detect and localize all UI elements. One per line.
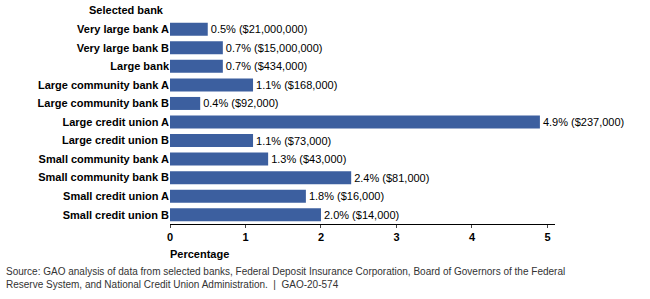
svg-text:0.7% ($15,000,000): 0.7% ($15,000,000)	[226, 42, 323, 54]
svg-text:5: 5	[544, 231, 550, 243]
svg-text:0.7% ($434,000): 0.7% ($434,000)	[226, 60, 307, 72]
svg-text:0.5% ($21,000,000): 0.5% ($21,000,000)	[211, 23, 308, 35]
svg-text:2: 2	[318, 231, 324, 243]
svg-text:1.1% ($73,000): 1.1% ($73,000)	[256, 135, 331, 147]
svg-text:3: 3	[393, 231, 399, 243]
svg-text:4.9% ($237,000): 4.9% ($237,000)	[543, 116, 624, 128]
svg-text:1.1% ($168,000): 1.1% ($168,000)	[256, 79, 337, 91]
svg-text:0: 0	[167, 231, 173, 243]
svg-text:1.3% ($43,000): 1.3% ($43,000)	[271, 153, 346, 165]
svg-text:Very large bank B: Very large bank B	[77, 42, 169, 54]
svg-text:Small community bank B: Small community bank B	[38, 171, 169, 183]
svg-text:Source: GAO analysis of data f: Source: GAO analysis of data from select…	[6, 266, 565, 277]
svg-text:0.4% ($92,000): 0.4% ($92,000)	[203, 97, 278, 109]
svg-text:Small credit union B: Small credit union B	[63, 209, 169, 221]
svg-text:Large credit union A: Large credit union A	[62, 116, 169, 128]
svg-text:Small community bank A: Small community bank A	[39, 153, 169, 165]
svg-text:2.0% ($14,000): 2.0% ($14,000)	[324, 209, 399, 221]
svg-text:Large bank: Large bank	[110, 60, 170, 72]
svg-text:Small credit union A: Small credit union A	[63, 190, 169, 202]
svg-text:Percentage: Percentage	[170, 248, 229, 260]
svg-text:1: 1	[242, 231, 248, 243]
svg-text:Reserve System, and National C: Reserve System, and National Credit Unio…	[6, 279, 339, 290]
svg-text:Large community bank A: Large community bank A	[38, 79, 169, 91]
svg-text:Very large bank A: Very large bank A	[77, 23, 169, 35]
svg-text:4: 4	[469, 231, 476, 243]
svg-text:Large community bank B: Large community bank B	[38, 97, 169, 109]
svg-text:Selected bank: Selected bank	[89, 4, 164, 16]
svg-text:1.8% ($16,000): 1.8% ($16,000)	[309, 190, 384, 202]
svg-text:2.4% ($81,000): 2.4% ($81,000)	[354, 172, 429, 184]
svg-text:Large credit union B: Large credit union B	[62, 134, 169, 146]
